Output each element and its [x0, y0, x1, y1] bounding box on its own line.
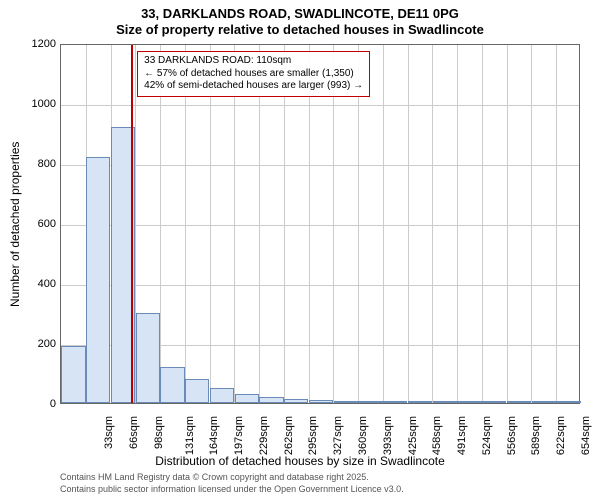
gridline-v: [408, 45, 409, 403]
chart-title-line1: 33, DARKLANDS ROAD, SWADLINCOTE, DE11 0P…: [0, 6, 600, 21]
x-tick-label: 98sqm: [153, 416, 165, 449]
bar: [482, 401, 506, 403]
x-tick-label: 131sqm: [184, 416, 196, 455]
x-tick-label: 458sqm: [431, 416, 443, 455]
y-tick-label: 1000: [20, 98, 56, 110]
annotation-line1: 33 DARKLANDS ROAD: 110sqm: [144, 55, 363, 68]
bar: [185, 379, 209, 403]
gridline-v: [358, 45, 359, 403]
gridline-v: [259, 45, 260, 403]
y-tick-label: 600: [20, 218, 56, 230]
gridline-v: [234, 45, 235, 403]
x-axis-label: Distribution of detached houses by size …: [0, 454, 600, 468]
y-tick-label: 800: [20, 158, 56, 170]
gridline-h: [61, 105, 579, 106]
gridline-v: [432, 45, 433, 403]
bar: [334, 401, 358, 403]
x-tick-label: 262sqm: [283, 416, 295, 455]
x-tick-label: 295sqm: [308, 416, 320, 455]
bar: [309, 400, 333, 403]
bar: [61, 346, 85, 403]
bar: [556, 401, 580, 403]
gridline-h: [61, 285, 579, 286]
y-tick-label: 1200: [20, 38, 56, 50]
gridline-v: [383, 45, 384, 403]
bar: [235, 394, 259, 403]
bar: [457, 401, 481, 403]
gridline-v: [457, 45, 458, 403]
marker-line: [131, 45, 133, 403]
y-tick-label: 400: [20, 278, 56, 290]
gridline-v: [284, 45, 285, 403]
bar: [259, 397, 283, 403]
gridline-v: [333, 45, 334, 403]
gridline-v: [210, 45, 211, 403]
bar: [358, 401, 382, 403]
bar: [160, 367, 184, 403]
x-tick-label: 360sqm: [357, 416, 369, 455]
bar: [507, 401, 531, 403]
gridline-h: [61, 225, 579, 226]
gridline-v: [309, 45, 310, 403]
footer-line2: Contains public sector information licen…: [60, 484, 404, 494]
chart-container: 33, DARKLANDS ROAD, SWADLINCOTE, DE11 0P…: [0, 0, 600, 500]
x-tick-label: 491sqm: [456, 416, 468, 455]
bar: [383, 401, 407, 403]
x-tick-label: 589sqm: [530, 416, 542, 455]
chart-title-line2: Size of property relative to detached ho…: [0, 22, 600, 37]
y-tick-label: 200: [20, 338, 56, 350]
x-tick-label: 229sqm: [258, 416, 270, 455]
bar: [86, 157, 110, 403]
gridline-h: [61, 165, 579, 166]
x-tick-label: 164sqm: [209, 416, 221, 455]
bar: [284, 399, 308, 404]
x-tick-label: 327sqm: [332, 416, 344, 455]
x-tick-label: 33sqm: [103, 416, 115, 449]
annotation-line3: 42% of semi-detached houses are larger (…: [144, 80, 363, 93]
x-tick-label: 524sqm: [481, 416, 493, 455]
gridline-v: [531, 45, 532, 403]
bar: [408, 401, 432, 403]
x-tick-label: 66sqm: [128, 416, 140, 449]
plot-area: 33 DARKLANDS ROAD: 110sqm← 57% of detach…: [60, 44, 580, 404]
gridline-v: [482, 45, 483, 403]
bar: [136, 313, 160, 403]
annotation-line2: ← 57% of detached houses are smaller (1,…: [144, 68, 363, 81]
bar: [210, 388, 234, 403]
x-tick-label: 654sqm: [580, 416, 592, 455]
x-tick-label: 197sqm: [233, 416, 245, 455]
bar: [433, 401, 457, 403]
y-tick-label: 0: [20, 398, 56, 410]
annotation-box: 33 DARKLANDS ROAD: 110sqm← 57% of detach…: [137, 51, 370, 97]
bar: [532, 401, 556, 403]
gridline-v: [185, 45, 186, 403]
x-tick-label: 425sqm: [407, 416, 419, 455]
footer-line1: Contains HM Land Registry data © Crown c…: [60, 472, 369, 482]
x-tick-label: 622sqm: [555, 416, 567, 455]
gridline-v: [160, 45, 161, 403]
x-tick-label: 393sqm: [382, 416, 394, 455]
gridline-v: [507, 45, 508, 403]
x-tick-label: 556sqm: [506, 416, 518, 455]
gridline-v: [556, 45, 557, 403]
